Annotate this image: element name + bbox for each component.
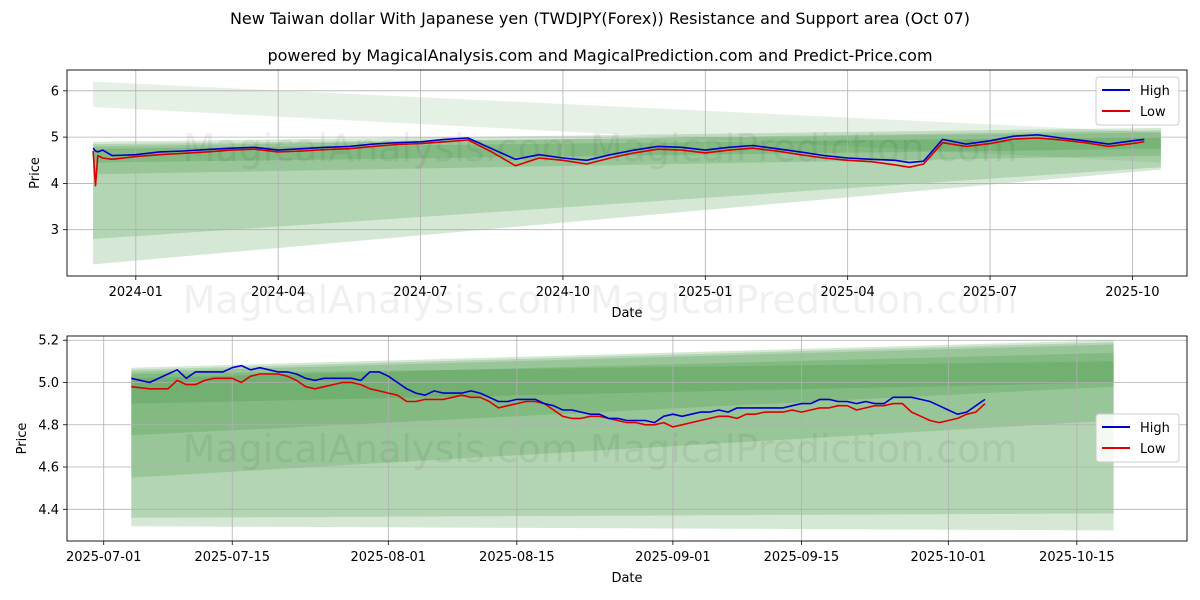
legend-label-high: High	[1140, 421, 1170, 436]
plot-panel-1: High Low	[63, 69, 1188, 280]
legend-label-low: Low	[1140, 105, 1166, 120]
axes-frame	[66, 69, 1188, 277]
band-group	[93, 81, 1161, 265]
legend-label-high: High	[1140, 84, 1170, 99]
x-axis-label: Date	[611, 571, 642, 586]
y-tick-label: 3	[51, 223, 59, 238]
y-tick-label: 5.0	[38, 376, 59, 391]
band-area	[131, 342, 1114, 518]
y-tick-label: 4.4	[38, 503, 59, 518]
y-tick-label: 6	[51, 84, 59, 99]
x-tick-label: 2025-01	[678, 285, 732, 300]
axes-frame	[66, 335, 1188, 542]
band-group	[131, 340, 1114, 531]
x-tick-label: 2025-10-15	[1039, 550, 1115, 565]
y-tick-label: 5.2	[38, 334, 59, 349]
band-area	[93, 127, 1161, 265]
band-area	[93, 132, 1161, 175]
band-area	[93, 81, 1161, 163]
y-tick-label: 5	[51, 131, 59, 146]
y-tick-label: 4	[51, 177, 59, 192]
x-tick-label: 2025-07-15	[194, 550, 270, 565]
y-axis-label: Price	[28, 157, 43, 189]
legend: High Low	[1095, 413, 1180, 463]
legend: High Low	[1095, 76, 1180, 126]
band-area	[131, 352, 1114, 436]
x-tick-label: 2025-07-01	[66, 550, 142, 565]
band-area	[131, 340, 1114, 531]
watermark-text: MagicalAnalysis.com MagicalPrediction.co…	[183, 126, 1018, 170]
plot-panel-2: High Low	[63, 335, 1188, 545]
x-tick-label: 2025-09-15	[764, 550, 840, 565]
watermark-text: MagicalAnalysis.com MagicalPrediction.co…	[183, 427, 1018, 471]
chart-subtitle: powered by MagicalAnalysis.com and Magic…	[267, 46, 933, 65]
series-group	[92, 134, 1145, 187]
x-tick-label: 2025-10	[1105, 285, 1159, 300]
x-axis-label: Date	[611, 306, 642, 321]
y-tick-label: 4.6	[38, 461, 59, 476]
x-tick-label: 2025-07	[963, 285, 1017, 300]
band-area	[93, 130, 1161, 239]
x-tick-label: 2025-09-01	[635, 550, 711, 565]
series-line-high	[92, 134, 1145, 164]
series-line-high	[131, 364, 986, 424]
x-tick-label: 2024-10	[536, 285, 590, 300]
band-area	[131, 344, 1114, 478]
watermark-text: MagicalAnalysis.com MagicalPrediction.co…	[183, 278, 1018, 322]
x-tick-label: 2024-01	[109, 285, 163, 300]
x-tick-label: 2024-04	[251, 285, 305, 300]
chart-title: New Taiwan dollar With Japanese yen (TWD…	[229, 9, 971, 28]
x-tick-label: 2024-07	[393, 285, 447, 300]
legend-label-low: Low	[1140, 442, 1166, 457]
y-axis-label: Price	[15, 423, 30, 455]
series-line-low	[131, 373, 986, 428]
x-tick-label: 2025-10-01	[911, 550, 987, 565]
series-group	[131, 364, 986, 428]
x-tick-label: 2025-08-15	[479, 550, 555, 565]
x-tick-label: 2025-08-01	[351, 550, 427, 565]
y-tick-label: 4.8	[38, 418, 59, 433]
series-line-low	[92, 137, 1145, 187]
x-tick-label: 2025-04	[821, 285, 875, 300]
band-area	[93, 137, 1161, 163]
